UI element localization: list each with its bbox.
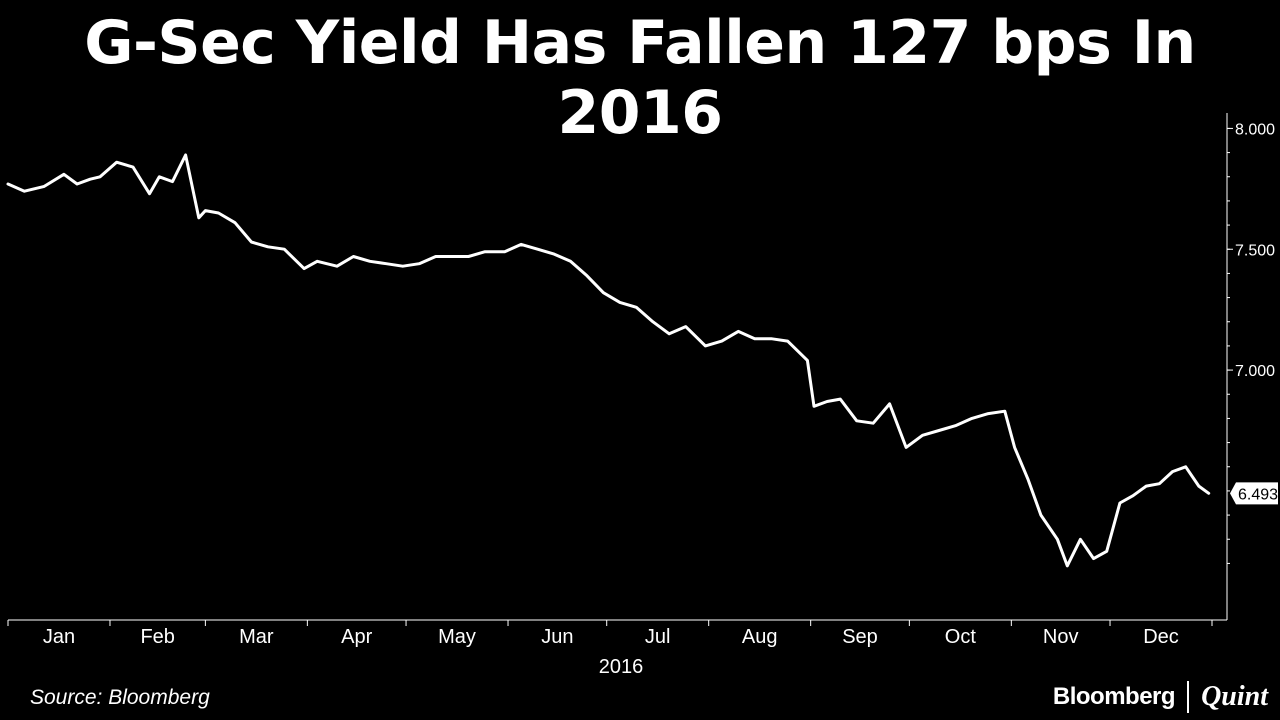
x-tick-label: Nov (1043, 626, 1079, 648)
x-tick-label: Sep (842, 626, 878, 648)
x-tick-label: Dec (1143, 626, 1179, 648)
x-tick-label: Oct (945, 626, 977, 648)
branding: Bloomberg Quint (1053, 680, 1268, 714)
chart-title: G-Sec Yield Has Fallen 127 bps In 2016 (84, 8, 1196, 148)
x-tick-label: Feb (140, 626, 174, 648)
x-tick-label: Jul (645, 626, 671, 648)
x-tick-label: Aug (742, 626, 778, 648)
last-value-label: 6.493 (1238, 486, 1278, 503)
bloomberg-logo: Bloomberg (1052, 683, 1176, 710)
x-axis-year-label: 2016 (599, 656, 644, 678)
y-tick-label: 7.500 (1235, 242, 1275, 259)
x-tick-label: Jan (43, 626, 75, 648)
source-note: Source: Bloomberg (30, 686, 210, 709)
last-value-callout: 6.493 (1230, 482, 1278, 505)
x-tick-label: May (438, 626, 476, 648)
x-tick-label: Jun (541, 626, 573, 648)
y-tick-label: 7.000 (1235, 363, 1275, 380)
yield-line (6, 153, 1211, 568)
y-tick-label: 8.000 (1235, 121, 1275, 138)
logo-divider (1187, 681, 1190, 713)
x-tick-label: Apr (341, 626, 372, 648)
last-value-box (1230, 482, 1278, 505)
x-tick-label: Mar (239, 626, 274, 648)
quint-logo: Quint (1201, 681, 1268, 712)
